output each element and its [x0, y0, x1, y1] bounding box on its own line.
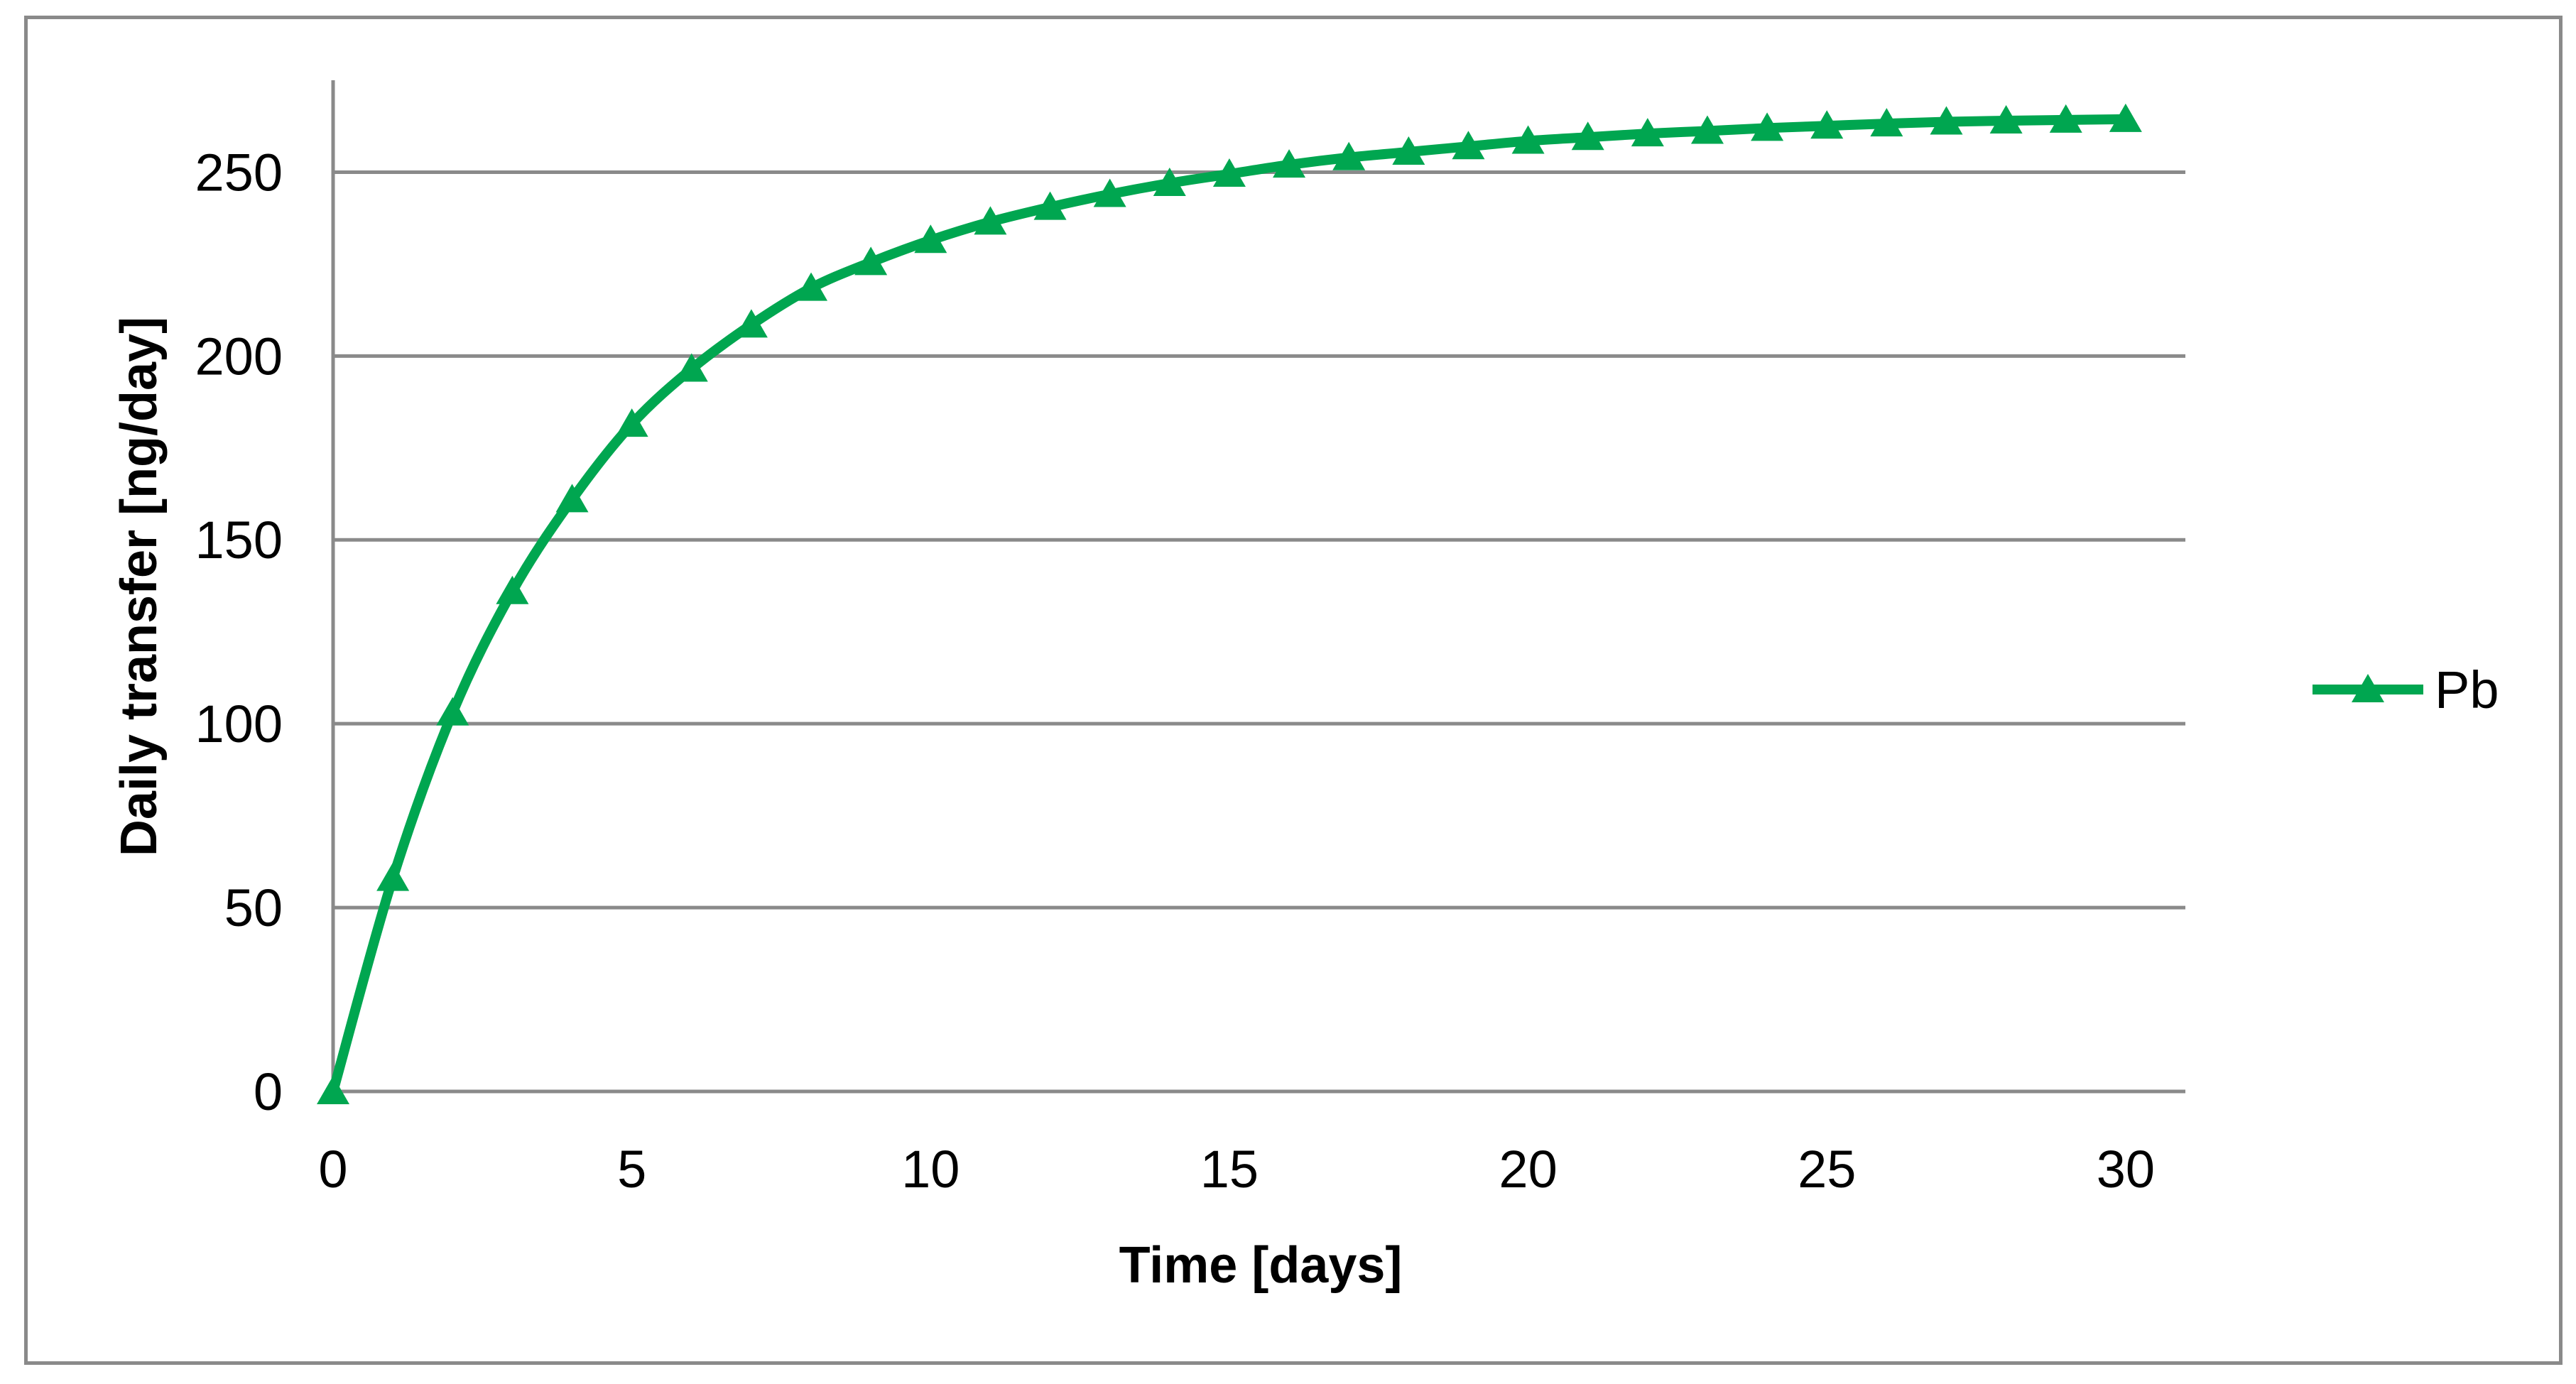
marker-day-7	[734, 309, 768, 338]
y-tick-label-150: 150	[195, 511, 283, 570]
marker-day-16	[1273, 149, 1306, 178]
marker-day-6	[675, 353, 708, 382]
marker-day-1	[376, 862, 410, 891]
x-tick-label-20: 20	[1499, 1140, 1557, 1199]
marker-day-12	[1033, 191, 1067, 220]
marker-day-3	[496, 575, 529, 604]
marker-day-22	[1631, 118, 1664, 147]
marker-day-2	[436, 697, 469, 726]
y-tick-label-100: 100	[195, 694, 283, 753]
marker-day-14	[1153, 167, 1186, 196]
marker-day-29	[2049, 104, 2082, 133]
x-tick-label-0: 0	[318, 1140, 347, 1199]
y-axis-title: Daily transfer [ng/day]	[111, 317, 168, 856]
marker-day-20	[1511, 125, 1545, 154]
marker-day-19	[1452, 131, 1485, 160]
marker-day-17	[1332, 141, 1366, 170]
legend-triangle-marker-icon	[2352, 674, 2384, 702]
marker-day-4	[555, 484, 589, 513]
marker-day-5	[615, 408, 648, 437]
series-pb	[317, 103, 2142, 1104]
marker-day-8	[795, 272, 828, 301]
marker-day-0	[317, 1076, 349, 1104]
y-tick-label-0: 0	[254, 1062, 283, 1121]
gridlines	[333, 170, 2185, 910]
legend: Pb	[2313, 660, 2499, 719]
y-tick-label-250: 250	[195, 143, 283, 202]
chart-outer-border	[24, 16, 2563, 1365]
marker-day-9	[854, 246, 888, 276]
y-tick-label-50: 50	[224, 878, 283, 937]
x-tick-label-5: 5	[617, 1140, 646, 1199]
series-markers	[317, 103, 2142, 1104]
x-tick-label-15: 15	[1200, 1140, 1259, 1199]
marker-day-15	[1212, 158, 1246, 187]
marker-day-25	[1810, 110, 1844, 139]
marker-day-21	[1571, 121, 1604, 151]
y-tick-labels: 0 50 100 150 200 250	[195, 143, 283, 1121]
series-line	[328, 114, 2131, 1096]
x-tick-label-10: 10	[901, 1140, 960, 1199]
marker-day-28	[1989, 104, 2023, 134]
marker-day-26	[1870, 108, 1903, 137]
legend-label: Pb	[2435, 660, 2499, 719]
y-tick-label-200: 200	[195, 327, 283, 386]
x-tick-label-25: 25	[1798, 1140, 1856, 1199]
marker-day-23	[1690, 115, 1724, 144]
x-axis-title: Time [days]	[1119, 1237, 1403, 1294]
x-tick-label-30: 30	[2097, 1140, 2155, 1199]
marker-day-11	[974, 206, 1007, 235]
marker-day-27	[1930, 106, 1963, 135]
marker-day-10	[914, 224, 947, 254]
marker-day-18	[1392, 136, 1425, 165]
marker-day-13	[1093, 178, 1126, 207]
marker-day-30	[2109, 103, 2142, 132]
x-tick-labels: 0 5 10 15 20 25 30	[318, 1140, 2155, 1199]
marker-day-24	[1751, 112, 1784, 141]
